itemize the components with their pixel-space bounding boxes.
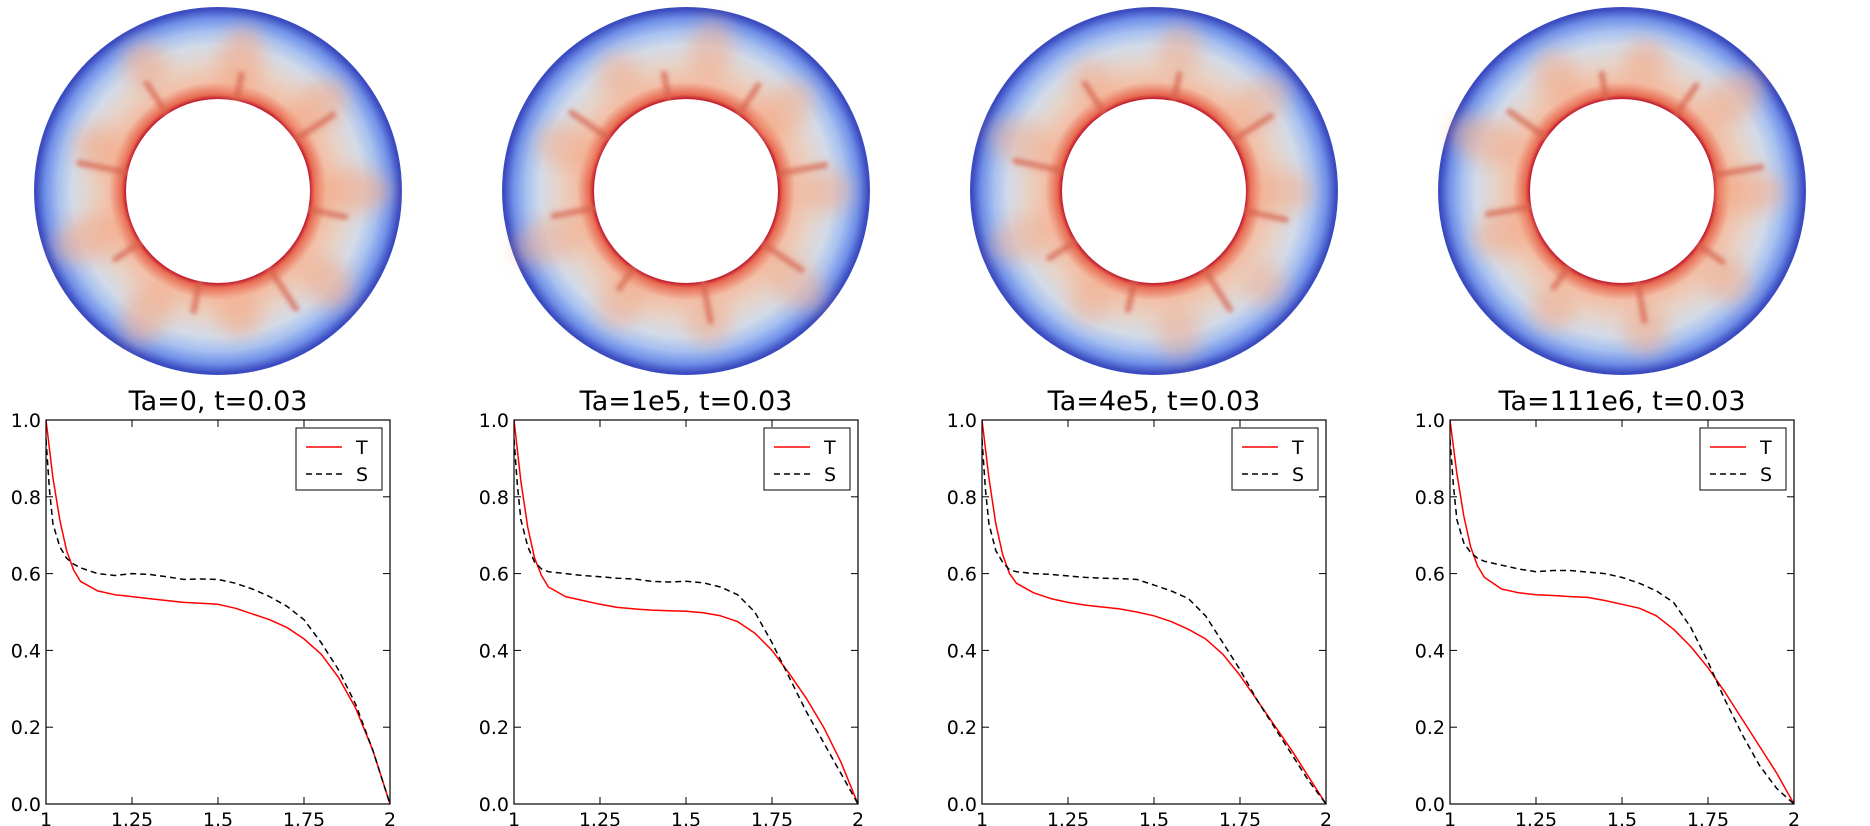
panel-1: Ta=0, t=0.03 1 1.25 1.5 1.75 2 0.0 0.2 0.4 0.6 0.8… [11, 7, 402, 826]
legend-label-s: S [356, 464, 368, 486]
x-tick-label: 1 [1444, 809, 1456, 826]
annulus-rays [1485, 70, 1765, 324]
y-tick-label: 0.2 [11, 717, 41, 739]
y-tick-label: 0.4 [11, 640, 41, 662]
x-tick-label: 1.25 [579, 809, 621, 826]
x-tick-label: 1.25 [1515, 809, 1557, 826]
y-tick-label: 0.8 [479, 487, 509, 509]
x-tick-label: 1 [40, 809, 52, 826]
legend-label-t: T [1759, 437, 1772, 459]
x-tick-label: 1.5 [671, 809, 701, 826]
annulus-inner-hole [126, 99, 310, 283]
annulus-inner-hole [1062, 99, 1246, 283]
series-line-t [982, 420, 1326, 804]
x-tick-label: 1.5 [1139, 809, 1169, 826]
x-tick-label: 2 [384, 809, 396, 826]
annulus-rays [1012, 71, 1289, 313]
y-tick-label: 0.8 [11, 487, 41, 509]
x-tick-label: 1 [976, 809, 988, 826]
annulus-rays [76, 71, 349, 315]
y-tick-label: 0.4 [947, 640, 977, 662]
legend-label-t: T [1291, 437, 1304, 459]
series-line-s [982, 439, 1326, 804]
x-tick-label: 1.75 [1219, 809, 1261, 826]
y-tick-label: 0.2 [479, 717, 509, 739]
legend-label-t: T [355, 437, 368, 459]
y-tick-label: 0.8 [947, 487, 977, 509]
y-tick-label: 0.4 [1415, 640, 1445, 662]
annulus-plumes [1449, 39, 1785, 355]
x-tick-label: 1.5 [1607, 809, 1637, 826]
annulus-plumes [53, 25, 391, 344]
axes-frame [45, 419, 391, 805]
x-tick-label: 1.75 [283, 809, 325, 826]
legend-box [295, 427, 383, 491]
x-tick-label: 2 [852, 809, 864, 826]
legend-label-t: T [823, 437, 836, 459]
x-tick-label: 1.5 [203, 809, 233, 826]
x-tick-label: 1.25 [111, 809, 153, 826]
legend: TS [1699, 427, 1787, 491]
annulus-plumes [988, 24, 1315, 360]
y-tick-label: 0.8 [1415, 487, 1445, 509]
x-tick-label: 1 [508, 809, 520, 826]
legend-box [1231, 427, 1319, 491]
series-line-t [1450, 420, 1794, 804]
axes-frame [1449, 419, 1795, 805]
panel-4: Ta=111e6, t=0.03 1 1.25 1.5 1.75 2 0.0 0.2 0.4 0.… [1415, 7, 1806, 826]
annulus-inner-hole [1530, 99, 1714, 283]
annulus-image [34, 7, 402, 375]
y-tick-label: 0.6 [11, 564, 41, 586]
legend-box [763, 427, 851, 491]
legend-label-s: S [824, 464, 836, 486]
legend: TS [763, 427, 851, 491]
series-line-s [1450, 439, 1794, 804]
chart-title: Ta=0, t=0.03 [128, 386, 308, 417]
x-tick-label: 2 [1320, 809, 1332, 826]
annulus-inner-hole [594, 99, 778, 283]
y-tick-label: 0.2 [947, 717, 977, 739]
annulus-image [502, 7, 870, 375]
x-tick-label: 1.75 [751, 809, 793, 826]
y-tick-label: 1.0 [11, 410, 41, 432]
chart-title: Ta=1e5, t=0.03 [579, 386, 793, 417]
y-tick-label: 0.0 [11, 794, 41, 816]
y-tick-label: 0.6 [1415, 564, 1445, 586]
y-tick-label: 0.2 [1415, 717, 1445, 739]
legend: TS [295, 427, 383, 491]
series-line-s [46, 439, 390, 804]
y-tick-label: 0.0 [1415, 794, 1445, 816]
series-line-s [514, 439, 858, 804]
annulus-image [970, 7, 1338, 375]
x-tick-label: 1.75 [1687, 809, 1729, 826]
legend-label-s: S [1292, 464, 1304, 486]
chart-title: Ta=111e6, t=0.03 [1497, 386, 1745, 417]
y-tick-label: 0.0 [479, 794, 509, 816]
legend: TS [1231, 427, 1319, 491]
annulus-image [1438, 7, 1806, 375]
y-tick-label: 0.0 [947, 794, 977, 816]
series-line-t [46, 420, 390, 804]
x-tick-label: 1.25 [1047, 809, 1089, 826]
series-line-t [514, 420, 858, 804]
x-tick-label: 2 [1788, 809, 1800, 826]
legend-label-s: S [1760, 464, 1772, 486]
y-tick-label: 1.0 [479, 410, 509, 432]
y-tick-label: 0.6 [479, 564, 509, 586]
y-tick-label: 0.6 [947, 564, 977, 586]
annulus-rays [550, 70, 829, 325]
annulus-plumes [513, 18, 853, 346]
chart-title: Ta=4e5, t=0.03 [1047, 386, 1261, 417]
y-tick-label: 1.0 [1415, 410, 1445, 432]
axes-frame [981, 419, 1327, 805]
axes-frame [513, 419, 859, 805]
panel-3: Ta=4e5, t=0.03 1 1.25 1.5 1.75 2 0.0 0.2 0.4 0.6 0… [947, 7, 1338, 826]
y-tick-label: 1.0 [947, 410, 977, 432]
legend-box [1699, 427, 1787, 491]
y-tick-label: 0.4 [479, 640, 509, 662]
panel-2: Ta=1e5, t=0.03 1 1.25 1.5 1.75 2 0.0 0.2 0.4 0.6 0… [479, 7, 870, 826]
